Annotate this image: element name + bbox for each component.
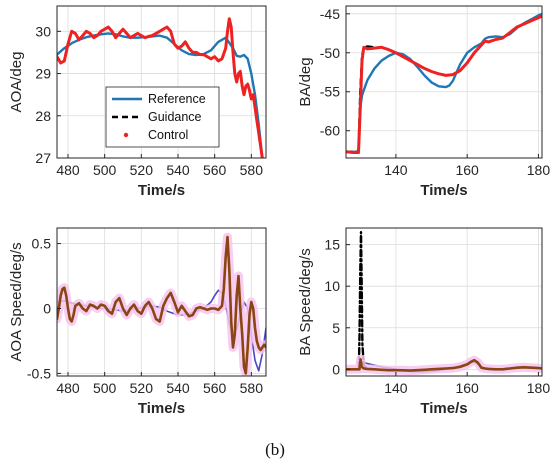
axes-frame — [56, 227, 267, 377]
series-group — [57, 232, 266, 376]
legend-reference-label: Reference — [148, 92, 206, 106]
y-tick-label: 28 — [35, 108, 51, 124]
subplot-aoa_speed: 480 500 520 540 560 580 -0.5 0 0.5 Time/s AOA Spee… — [8, 227, 267, 417]
x-axis-label: Time/s — [420, 182, 467, 199]
series-group — [57, 17, 264, 158]
y-axis-label: BA/deg — [297, 57, 314, 106]
figure-caption: (b) — [265, 440, 285, 459]
x-tick-label: 580 — [240, 162, 264, 178]
legend-control-marker — [123, 132, 129, 138]
series-control-line — [57, 235, 266, 375]
y-axis-label: BA Speed/deg/s — [297, 248, 314, 356]
x-tick-label: 540 — [166, 162, 190, 178]
subplot-ba_speed: 140 160 180 0 5 10 15 Time/s BA Speed/deg/s — [297, 227, 550, 417]
axes-frame — [56, 5, 267, 159]
y-tick-label: 29 — [35, 66, 51, 82]
series-group — [346, 12, 542, 154]
x-tick-label: 160 — [455, 380, 479, 396]
x-tick-label: 500 — [93, 162, 117, 178]
x-tick-label: 560 — [203, 380, 227, 396]
x-axis-label: Time/s — [138, 400, 185, 417]
x-tick-label: 480 — [56, 380, 80, 396]
y-tick-label: 0 — [332, 361, 340, 377]
x-tick-label: 160 — [455, 162, 479, 178]
x-tick-label: 140 — [384, 380, 408, 396]
x-tick-label: 140 — [384, 162, 408, 178]
axes-frame — [345, 227, 543, 377]
y-axis-label: AOA Speed/deg/s — [8, 242, 25, 361]
axes-frame — [345, 5, 543, 159]
y-tick-label: 27 — [35, 150, 51, 166]
x-tick-label: 480 — [56, 162, 80, 178]
x-tick-label: 560 — [203, 162, 227, 178]
series-control-line — [346, 358, 542, 372]
legend-control-label: Control — [148, 128, 188, 142]
subplot-ba: 140 160 180 -60 -55 -50 -45 Time/s BA/deg — [297, 5, 550, 199]
y-axis-label: AOA/deg — [8, 52, 25, 113]
y-tick-label: -45 — [320, 6, 340, 22]
x-tick-label: 520 — [130, 380, 154, 396]
y-tick-label: -60 — [320, 123, 340, 139]
y-tick-label: 30 — [35, 23, 51, 39]
y-tick-label: 0 — [43, 300, 51, 316]
x-tick-label: 180 — [527, 162, 550, 178]
x-tick-label: 180 — [527, 380, 550, 396]
x-tick-label: 540 — [166, 380, 190, 396]
x-axis-label: Time/s — [138, 182, 185, 199]
subplot-aoa: 480 500 520 540 560 580 27 28 29 30 Time/s AOA/deg R… — [8, 5, 267, 199]
legend: Reference Guidance Control — [105, 86, 220, 148]
series-group — [346, 231, 542, 376]
legend-guidance-label: Guidance — [148, 110, 202, 124]
y-tick-label: 10 — [324, 278, 340, 294]
x-tick-label: 580 — [240, 380, 264, 396]
x-tick-label: 520 — [130, 162, 154, 178]
y-tick-label: 5 — [332, 320, 340, 336]
y-tick-label: -50 — [320, 45, 340, 61]
y-tick-label: -0.5 — [27, 365, 51, 381]
x-axis-label: Time/s — [420, 400, 467, 417]
x-tick-label: 500 — [93, 380, 117, 396]
y-tick-label: 0.5 — [32, 236, 52, 252]
series-control-line — [346, 14, 542, 154]
series-control-line — [57, 17, 264, 158]
plot-area — [346, 228, 542, 376]
y-tick-label: -55 — [320, 84, 340, 100]
y-tick-label: 15 — [324, 237, 340, 253]
